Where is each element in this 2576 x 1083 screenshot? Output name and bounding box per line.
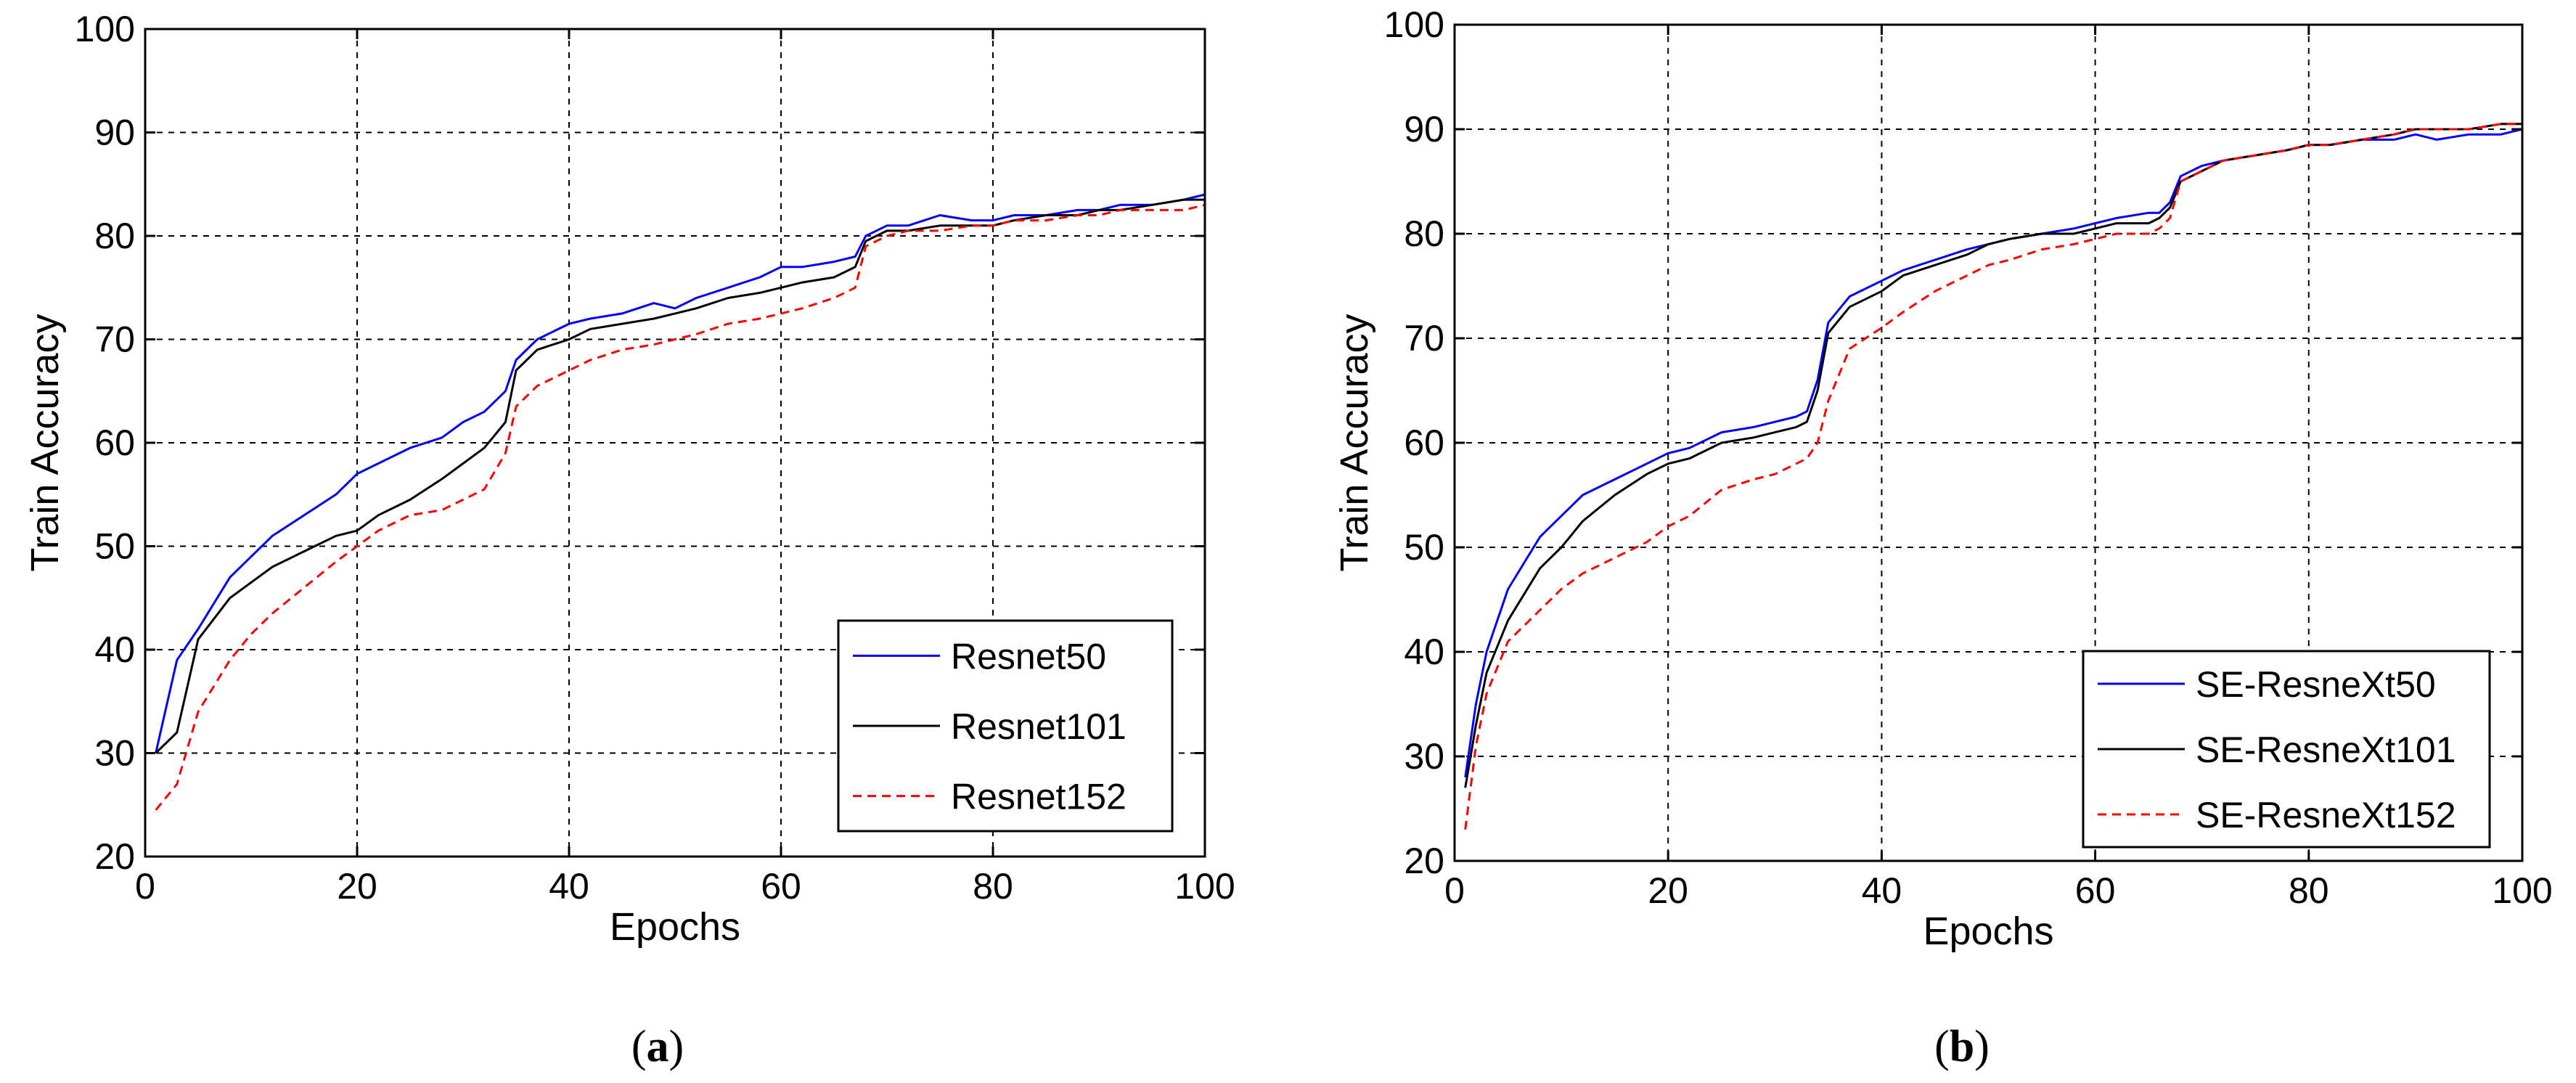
y-tick-label: 30 — [94, 733, 135, 774]
y-tick-label: 40 — [1404, 632, 1444, 672]
legend: SE-ResneXt50 SE-ResneXt101 SE-ResneXt152 — [2082, 650, 2491, 849]
legend-label: Resnet50 — [951, 636, 1106, 677]
y-axis-label: Train Accuracy — [23, 314, 67, 571]
x-tick-label: 0 — [135, 866, 155, 907]
panel-label-b: (b) — [1934, 1022, 1990, 1071]
y-tick-label: 80 — [1404, 213, 1444, 254]
series-line-se-resnext152 — [1464, 123, 2522, 830]
y-tick-label: 50 — [1404, 527, 1444, 568]
x-tick-label: 60 — [2075, 870, 2116, 911]
y-tick-label: 50 — [94, 526, 135, 567]
x-tick-label: 40 — [549, 866, 589, 907]
series-line-se-resnext101 — [1464, 123, 2522, 788]
y-tick-label: 70 — [1404, 318, 1444, 359]
legend: Resnet50 Resnet101 Resnet152 — [837, 619, 1174, 833]
x-tick-label: 40 — [1862, 870, 1902, 911]
legend-label: Resnet152 — [951, 777, 1127, 817]
y-tick-label: 20 — [94, 836, 135, 877]
x-tick-label: 20 — [337, 866, 377, 907]
chart-b: 0 20 40 60 80 1002030405060708090100EpochsTra… — [1333, 4, 2553, 953]
x-tick-label: 80 — [2289, 870, 2329, 911]
series-line-resnet50 — [155, 193, 1206, 753]
y-tick-label: 90 — [1404, 109, 1444, 150]
y-tick-label: 100 — [1384, 4, 1444, 45]
legend-label: SE-ResneXt101 — [2196, 730, 2456, 770]
y-axis-label: Train Accuracy — [1333, 314, 1376, 571]
x-tick-label: 0 — [1444, 870, 1465, 911]
y-tick-label: 60 — [1404, 422, 1444, 463]
y-tick-label: 40 — [94, 629, 135, 670]
x-tick-label: 80 — [973, 866, 1013, 907]
x-tick-label: 20 — [1648, 870, 1688, 911]
y-tick-label: 70 — [94, 319, 135, 360]
x-tick-label: 100 — [1174, 866, 1235, 907]
x-axis-label: Epochs — [610, 905, 740, 949]
y-tick-label: 100 — [75, 9, 135, 49]
y-tick-label: 30 — [1404, 736, 1444, 777]
y-tick-label: 20 — [1404, 841, 1444, 881]
legend-label: Resnet101 — [951, 706, 1127, 747]
series-line-resnet101 — [155, 198, 1205, 754]
y-tick-label: 60 — [94, 422, 135, 463]
legend-label: SE-ResneXt50 — [2196, 664, 2436, 705]
panel-label-a: (a) — [631, 1022, 684, 1071]
x-tick-label: 60 — [761, 866, 801, 907]
series-line-resnet152 — [155, 203, 1206, 811]
y-tick-label: 80 — [94, 216, 135, 256]
x-tick-label: 100 — [2492, 870, 2552, 911]
x-axis-label: Epochs — [1923, 910, 2053, 953]
y-tick-label: 90 — [94, 113, 135, 153]
legend-label: SE-ResneXt152 — [2196, 795, 2456, 835]
chart-a: 0 20 40 60 80 1002030405060708090100EpochsTra… — [23, 9, 1235, 949]
